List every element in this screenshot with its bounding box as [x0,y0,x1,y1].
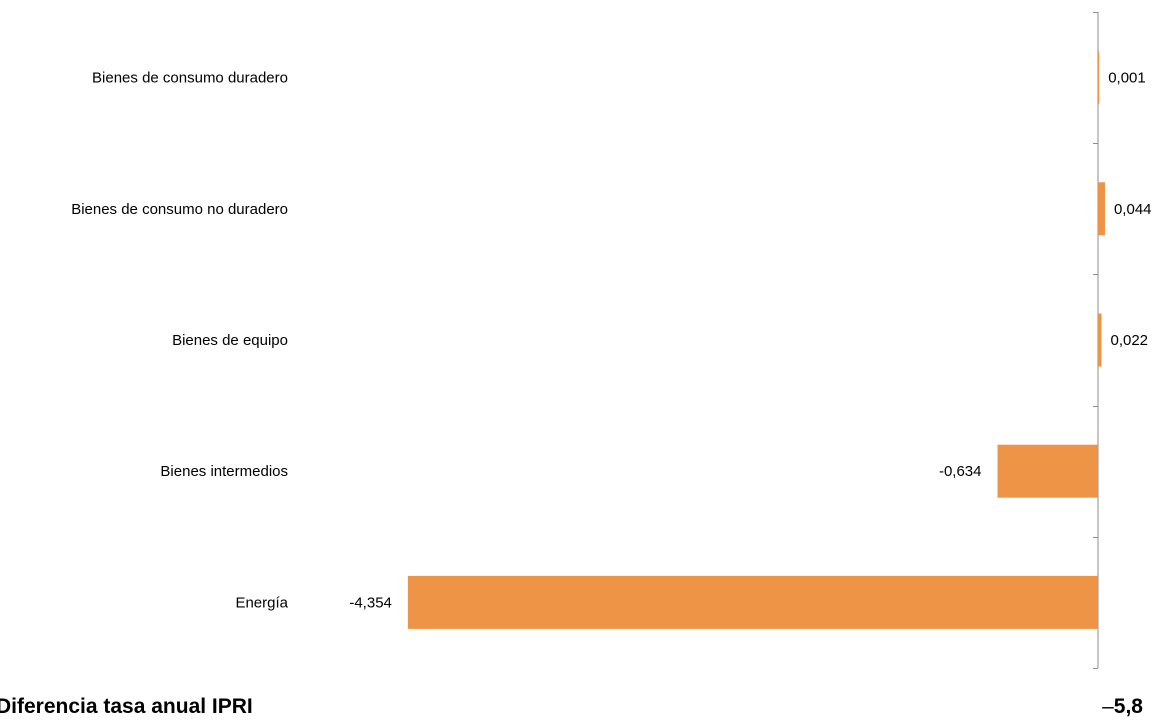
data-label: 0,022 [1110,332,1148,349]
bar [1098,182,1105,236]
chart: Bienes de consumo duradero 0,001 Bienes de… [71,12,1152,669]
category-label: Bienes de consumo no duradero [71,201,288,218]
total-value-number: 5,8 [1113,695,1143,718]
data-label: 0,044 [1114,201,1152,218]
category-label: Energía [235,594,288,611]
data-label: 0,001 [1108,70,1146,87]
bar [1098,51,1100,105]
category-label: Bienes intermedios [160,463,288,480]
total-label: Diferencia tasa anual IPRI [0,695,253,718]
bar [1098,313,1102,367]
bar [407,575,1098,629]
data-label: -4,354 [349,594,392,611]
data-label: -0,634 [939,463,982,480]
total-value-dash: – [1102,695,1114,718]
total-value: –5,8 [1102,695,1143,719]
category-label: Bienes de equipo [172,332,288,349]
category-label: Bienes de consumo duradero [92,70,288,87]
bar [997,444,1098,498]
